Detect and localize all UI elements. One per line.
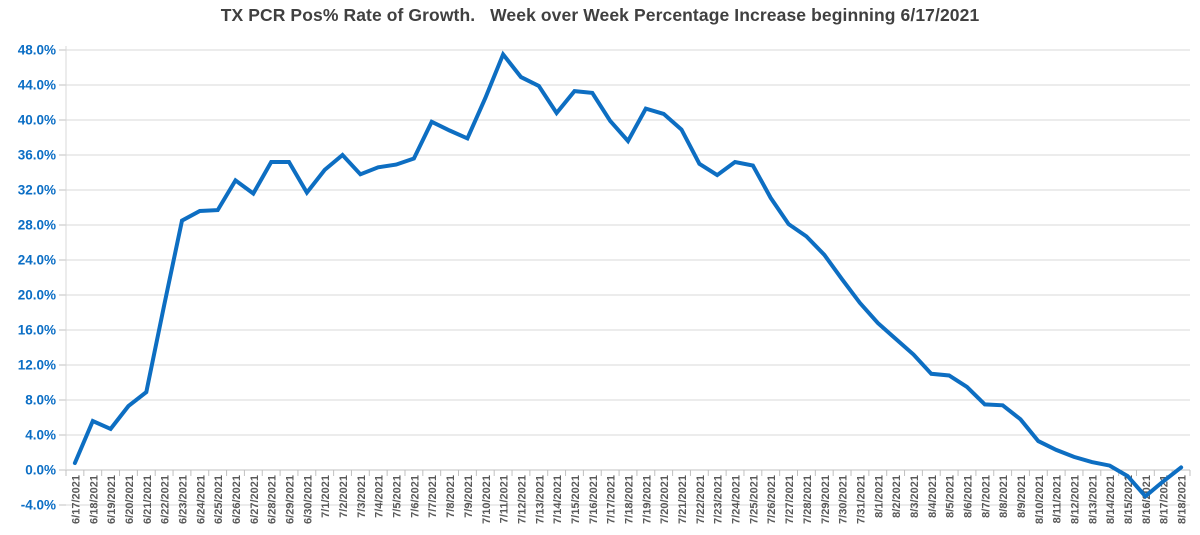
x-axis-tick-label: 7/5/2021 (392, 475, 404, 518)
x-axis-tick-label: 7/8/2021 (445, 475, 457, 518)
x-axis-tick-label: 8/6/2021 (962, 475, 974, 518)
y-axis-tick-label: 28.0% (18, 218, 56, 233)
x-axis-tick-label: 8/7/2021 (980, 475, 992, 518)
x-axis-tick-label: 6/27/2021 (249, 475, 261, 524)
x-axis-tick-label: 6/26/2021 (231, 475, 243, 524)
x-axis-tick-label: 8/11/2021 (1052, 475, 1064, 523)
x-axis-tick-label: 8/4/2021 (927, 475, 939, 518)
x-axis-tick-label: 8/3/2021 (909, 475, 921, 518)
x-axis-tick-label: 6/29/2021 (285, 475, 297, 524)
x-axis-tick-label: 7/18/2021 (624, 475, 636, 524)
x-axis-tick-label: 7/17/2021 (606, 475, 618, 524)
x-axis-tick-label: 6/20/2021 (124, 475, 136, 524)
x-axis-tick-label: 8/13/2021 (1087, 475, 1099, 524)
x-axis-tick-label: 7/1/2021 (320, 475, 332, 518)
x-axis-tick-label: 6/17/2021 (70, 475, 82, 524)
x-axis-tick-label: 7/29/2021 (820, 475, 832, 524)
x-axis-tick-label: 7/12/2021 (516, 475, 528, 524)
y-axis-tick-label: 44.0% (18, 78, 56, 93)
x-axis-tick-label: 7/21/2021 (677, 475, 689, 524)
x-axis-tick-label: 7/27/2021 (784, 475, 796, 524)
x-axis-tick-label: 7/24/2021 (731, 475, 743, 524)
x-axis-tick-label: 7/22/2021 (695, 475, 707, 524)
x-axis-tick-label: 6/25/2021 (213, 475, 225, 524)
x-axis-tick-label: 7/14/2021 (552, 475, 564, 524)
x-axis-tick-label: 6/23/2021 (177, 475, 189, 524)
data-series-line (72, 50, 1184, 500)
x-axis-tick-label: 8/5/2021 (945, 475, 957, 518)
x-axis-tick-label: 6/21/2021 (142, 475, 154, 524)
y-axis-tick-label: 20.0% (18, 288, 56, 303)
y-axis-tick-label: 48.0% (18, 43, 56, 58)
x-axis-tick-label: 7/15/2021 (570, 475, 582, 524)
x-axis-tick-label: 8/14/2021 (1105, 475, 1117, 524)
x-axis-tick-label: 7/28/2021 (802, 475, 814, 524)
x-axis-tick-label: 8/8/2021 (998, 475, 1010, 518)
y-axis-tick-label: 12.0% (18, 358, 56, 373)
x-axis-tick-label: 7/2/2021 (338, 475, 350, 518)
x-axis-tick-label: 8/17/2021 (1159, 475, 1171, 524)
x-axis-tick-label: 6/28/2021 (267, 475, 279, 524)
x-axis-tick-label: 8/12/2021 (1070, 475, 1082, 524)
x-axis-tick-label: 6/19/2021 (106, 475, 118, 524)
y-axis-tick-label: 24.0% (18, 253, 56, 268)
x-axis-tick-label: 7/6/2021 (409, 475, 421, 518)
x-axis-tick-label: 7/30/2021 (838, 475, 850, 524)
x-axis-tick-label: 6/22/2021 (160, 475, 172, 524)
x-axis-tick-label: 8/18/2021 (1177, 475, 1189, 524)
x-axis-tick-label: 7/25/2021 (748, 475, 760, 524)
x-axis-tick-label: 6/24/2021 (195, 475, 207, 524)
y-axis-tick-label: -4.0% (21, 498, 56, 513)
x-axis-tick-label: 6/18/2021 (88, 475, 100, 524)
y-axis-tick-label: 36.0% (18, 148, 56, 163)
x-axis-tick-label: 7/7/2021 (427, 475, 439, 518)
y-axis-tick-label: 8.0% (25, 393, 56, 408)
x-axis-tick-label: 7/9/2021 (463, 475, 475, 518)
x-axis-tick-label: 7/16/2021 (588, 475, 600, 524)
y-axis-tick-label: 40.0% (18, 113, 56, 128)
x-axis-tick-label: 7/23/2021 (713, 475, 725, 524)
y-axis-tick-label: 0.0% (25, 463, 56, 478)
x-axis-tick-label: 6/30/2021 (302, 475, 314, 524)
x-axis-tick-label: 7/11/2021 (499, 475, 511, 523)
x-axis-tick-label: 7/31/2021 (855, 475, 867, 524)
x-axis-tick-label: 8/2/2021 (891, 475, 903, 518)
x-axis-tick-label: 7/20/2021 (659, 475, 671, 524)
y-axis-tick-label: 16.0% (18, 323, 56, 338)
x-axis-tick-label: 7/3/2021 (356, 475, 368, 518)
x-axis-tick-label: 7/10/2021 (481, 475, 493, 524)
chart-title: TX PCR Pos% Rate of Growth. Week over We… (220, 5, 980, 25)
x-axis-tick-label: 7/19/2021 (641, 475, 653, 524)
x-axis-tick-label: 8/10/2021 (1034, 475, 1046, 524)
x-axis-tick-label: 7/13/2021 (534, 475, 546, 524)
x-axis-tick-label: 8/9/2021 (1016, 475, 1028, 518)
x-axis-tick-label: 8/16/2021 (1141, 475, 1153, 524)
y-axis-tick-label: 32.0% (18, 183, 56, 198)
x-axis-tick-label: 7/26/2021 (766, 475, 778, 524)
x-axis-tick-label: 8/1/2021 (873, 475, 885, 518)
x-axis-tick-label: 8/15/2021 (1123, 475, 1135, 524)
x-axis-tick-label: 7/4/2021 (374, 475, 386, 518)
y-axis-tick-label: 4.0% (25, 428, 56, 443)
